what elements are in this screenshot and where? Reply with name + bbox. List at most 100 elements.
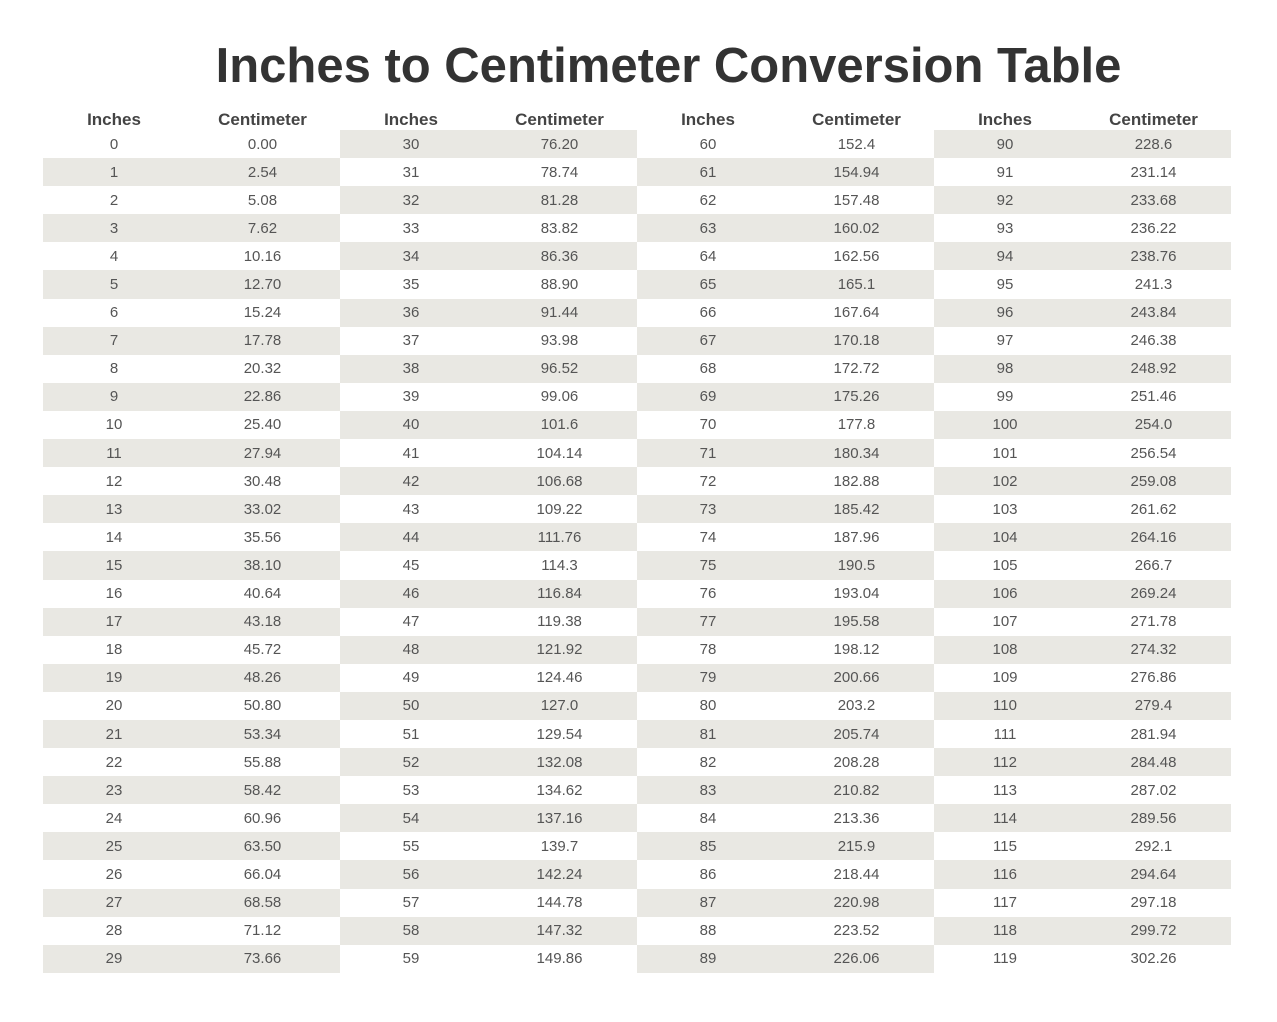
inches-cell: 117: [993, 894, 1017, 912]
centimeter-cell: 81.28: [540, 191, 579, 209]
table-row: 88 223.52: [637, 917, 934, 945]
table-row: 61 154.94: [637, 158, 934, 187]
inches-cell: 80: [699, 697, 717, 715]
table-row: 90 228.6: [934, 130, 1231, 159]
table-row: 36 91.44: [340, 298, 637, 327]
table-row: 28 71.12: [43, 917, 340, 945]
table-row: 63 160.02: [637, 214, 934, 243]
table-row: 75 190.5: [637, 551, 934, 580]
inches-cell: 111: [993, 725, 1017, 743]
table-row: 91 231.14: [934, 158, 1231, 186]
inches-cell: 58: [402, 922, 420, 940]
inches-cell: 62: [699, 191, 717, 209]
inches-cell: 4: [109, 247, 119, 265]
table-row: 38 96.52: [340, 354, 637, 383]
inches-cell: 88: [699, 922, 717, 940]
centimeter-header: Centimeter: [218, 110, 307, 129]
centimeter-cell: 114.3: [541, 556, 578, 574]
centimeter-cell: 271.78: [1130, 613, 1177, 631]
inches-cell: 119: [993, 950, 1017, 968]
centimeter-cell: 66.04: [243, 865, 282, 883]
inches-cell: 27: [105, 894, 123, 912]
centimeter-cell: 170.18: [833, 332, 880, 350]
centimeter-cell: 76.20: [540, 135, 579, 153]
inches-cell: 23: [105, 781, 123, 799]
inches-cell: 113: [993, 781, 1017, 799]
table-row: 59 149.86: [340, 945, 637, 973]
centimeter-cell: 205.74: [833, 725, 880, 743]
centimeter-cell: 104.14: [536, 444, 583, 462]
centimeter-cell: 45.72: [243, 641, 282, 659]
table-row: 49 124.46: [340, 664, 637, 692]
table-row: 86 218.44: [637, 860, 934, 888]
inches-cell: 84: [699, 809, 717, 827]
centimeter-cell: 38.10: [243, 556, 282, 574]
inches-cell: 96: [996, 304, 1014, 322]
inches-cell: 28: [105, 922, 123, 940]
centimeter-header: Centimeter: [1109, 110, 1198, 129]
conversion-table: Inches Centimeter 0 0.00 1 2.54 2 5.08 3 7.62 4 10.…: [43, 106, 1231, 973]
table-row: 0 0.00: [43, 130, 340, 158]
centimeter-cell: 121.92: [536, 641, 583, 659]
table-row: 44 111.76: [340, 523, 637, 552]
table-row: 76 193.04: [637, 580, 934, 608]
inches-cell: 66: [699, 304, 717, 322]
table-row: 19 48.26: [43, 663, 340, 692]
centimeter-cell: 248.92: [1130, 360, 1177, 378]
centimeter-cell: 157.48: [833, 191, 880, 209]
table-row: 104 264.16: [934, 523, 1231, 552]
table-row: 15 38.10: [43, 551, 340, 580]
inches-cell: 73: [699, 500, 717, 518]
centimeter-cell: 182.88: [833, 472, 880, 490]
centimeter-cell: 119.38: [537, 613, 582, 631]
centimeter-cell: 177.8: [837, 416, 876, 434]
table-row: 107 271.78: [934, 608, 1231, 636]
table-row: 32 81.28: [340, 186, 637, 215]
table-row: 1 2.54: [43, 158, 340, 187]
inches-cell: 91: [996, 163, 1014, 181]
inches-cell: 85: [699, 837, 717, 855]
centimeter-cell: 91.44: [540, 304, 579, 322]
table-row: 111 281.94: [934, 720, 1231, 748]
centimeter-cell: 106.68: [536, 472, 583, 490]
inches-header: Inches: [384, 110, 438, 129]
inches-cell: 86: [699, 865, 717, 883]
table-row: 56 142.24: [340, 860, 637, 889]
inches-cell: 61: [699, 163, 717, 181]
centimeter-cell: 43.18: [243, 613, 282, 631]
table-row: 10 25.40: [43, 411, 340, 439]
table-row: 101 256.54: [934, 439, 1231, 467]
inches-cell: 46: [402, 585, 420, 603]
table-row: 116 294.64: [934, 860, 1231, 889]
inches-cell: 12: [105, 472, 123, 490]
centimeter-cell: 152.4: [837, 135, 876, 153]
centimeter-cell: 22.86: [243, 388, 282, 406]
centimeter-cell: 93.98: [540, 332, 579, 350]
inches-cell: 49: [402, 669, 420, 687]
table-column-group: Inches Centimeter 0 0.00 1 2.54 2 5.08 3 7.62 4 10.…: [43, 106, 340, 973]
table-row: 65 165.1: [637, 270, 934, 299]
table-row: 117 297.18: [934, 889, 1231, 917]
inches-cell: 72: [699, 472, 717, 490]
table-row: 34 86.36: [340, 242, 637, 271]
centimeter-cell: 58.42: [243, 781, 282, 799]
inches-cell: 35: [402, 276, 420, 294]
centimeter-cell: 124.46: [536, 669, 583, 687]
inches-cell: 67: [699, 332, 717, 350]
inches-cell: 114: [993, 809, 1017, 827]
inches-cell: 106: [992, 585, 1018, 603]
table-row: 73 185.42: [637, 495, 934, 524]
centimeter-cell: 210.82: [833, 781, 880, 799]
table-row: 48 121.92: [340, 635, 637, 664]
inches-header: Inches: [978, 110, 1032, 129]
table-row: 57 144.78: [340, 889, 637, 917]
centimeter-cell: 35.56: [243, 528, 282, 546]
table-row: 37 93.98: [340, 327, 637, 355]
table-column-group: Inches Centimeter 60 152.4 61 154.94 62 157.48 6…: [637, 106, 934, 973]
table-row: 22 55.88: [43, 748, 340, 776]
inches-cell: 98: [996, 360, 1014, 378]
inches-cell: 45: [402, 556, 420, 574]
table-row: 82 208.28: [637, 748, 934, 776]
table-row: 6 15.24: [43, 299, 340, 327]
centimeter-header: Centimeter: [515, 110, 604, 129]
